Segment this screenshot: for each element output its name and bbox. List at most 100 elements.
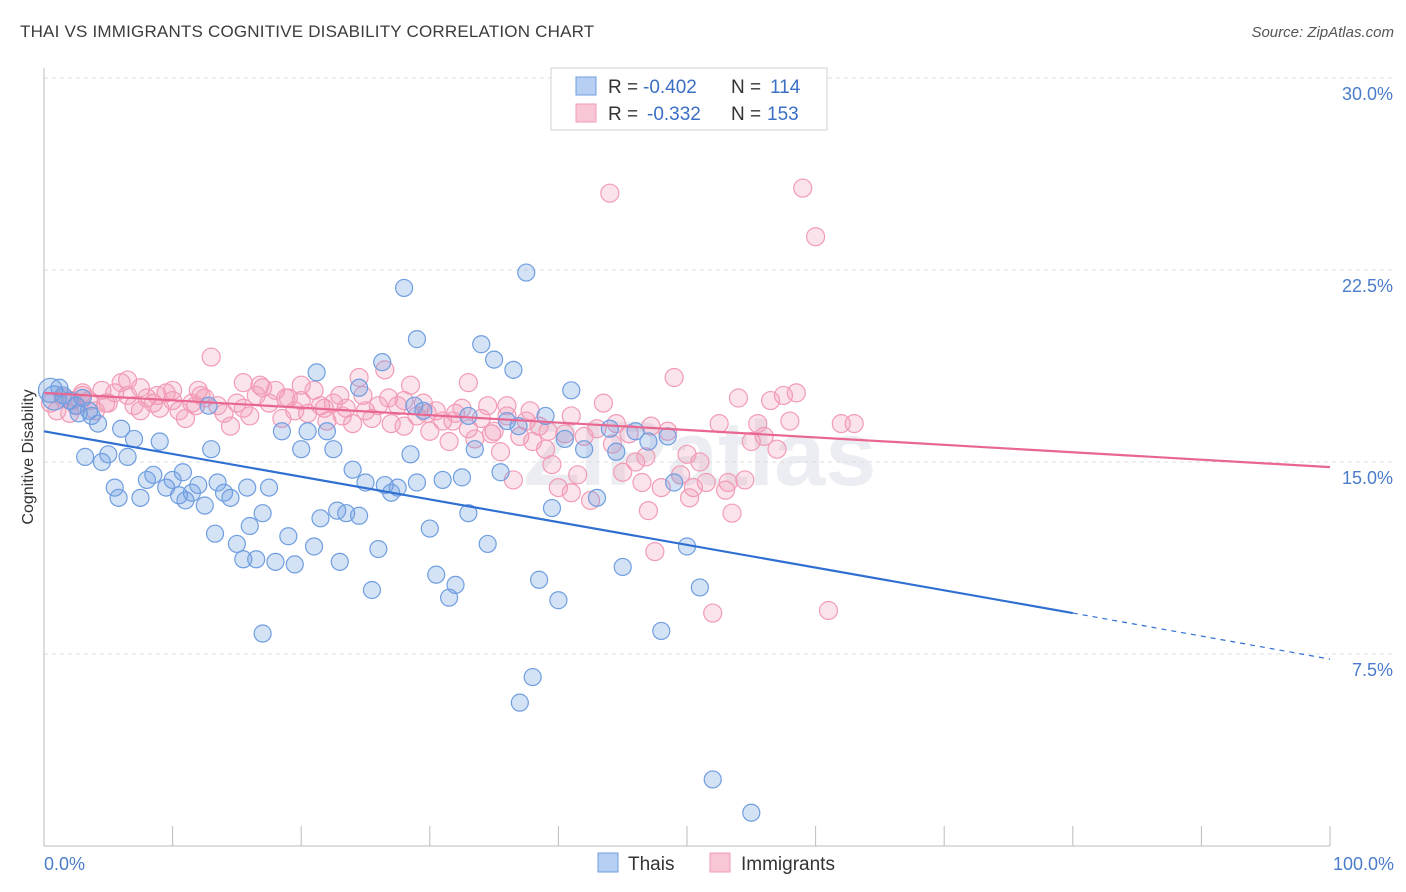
immigrants-point [735, 470, 755, 490]
legend-n-label-immigrants: N = [731, 104, 761, 125]
thais-point [144, 465, 163, 484]
x-tick-label-max: 100.0% [1333, 854, 1394, 874]
thais-point [253, 504, 272, 523]
thais-point [163, 470, 182, 490]
immigrants-point [690, 452, 710, 472]
immigrants-point [188, 380, 208, 400]
immigrants-point [439, 431, 459, 452]
thais-point [307, 363, 326, 382]
thais-point [304, 537, 324, 556]
immigrants-point [625, 452, 646, 472]
thais-point [510, 693, 529, 712]
legend-r-label-immigrants: R = [608, 104, 638, 125]
immigrants-point [580, 490, 601, 510]
immigrants-point [709, 414, 729, 434]
thais-point [118, 447, 137, 466]
thais-point [407, 473, 427, 492]
immigrants-point [703, 603, 723, 623]
thais-point [517, 263, 536, 282]
thais-point [523, 667, 542, 687]
thais-point [575, 440, 594, 459]
thais-point [88, 414, 108, 433]
immigrants-point [96, 393, 116, 413]
legend-r-value-thais: -0.402 [643, 77, 697, 98]
immigrants-point [632, 472, 652, 493]
legend-n-value-thais: 114 [770, 77, 801, 98]
legend-box: R = -0.402 N = 114 R = -0.332 N = 153 [550, 67, 828, 131]
immigrants-point [458, 419, 478, 439]
thais-point [401, 445, 420, 464]
immigrants-point [481, 424, 502, 444]
thais-trend-extension [1072, 612, 1331, 660]
thais-point [459, 406, 478, 426]
immigrants-point [291, 375, 311, 395]
thais-point [240, 516, 259, 536]
thais-point [343, 460, 362, 479]
legend-n-label-thais: N = [731, 77, 761, 98]
immigrants-point [664, 367, 684, 388]
thais-points [37, 263, 761, 822]
immigrants-point [555, 424, 575, 444]
thais-point [587, 488, 607, 507]
thais-point [253, 624, 272, 643]
immigrants-point [443, 411, 463, 431]
immigrants-point [379, 388, 399, 408]
thais-point [76, 447, 95, 466]
thais-point [99, 445, 118, 464]
thais-point [266, 552, 285, 571]
thais-point [420, 519, 439, 538]
thais-point [105, 478, 124, 497]
thais-trend-line [43, 430, 1073, 615]
thais-point [542, 498, 562, 518]
immigrants-point [343, 414, 363, 434]
thais-point [427, 565, 446, 584]
immigrants-point [600, 183, 620, 203]
trend-lines [43, 391, 1331, 660]
thais-point [639, 432, 658, 451]
immigrants-point [520, 401, 540, 421]
immigrants-point [641, 416, 661, 436]
immigrants-point [147, 385, 167, 406]
thais-point [362, 580, 382, 600]
immigrants-point [240, 406, 260, 426]
immigrants-point [818, 600, 839, 621]
immigrants-point [349, 367, 369, 388]
thais-point [607, 442, 626, 461]
thais-point [530, 570, 549, 589]
bottom-legend-swatch-thais [597, 852, 619, 873]
thais-point [109, 488, 128, 507]
bottom-legend: Thais Immigrants [597, 852, 835, 875]
thais-point [405, 396, 424, 415]
immigrants-point [497, 396, 517, 416]
thais-point [285, 555, 304, 574]
thais-point [328, 501, 347, 520]
immigrants-point [368, 396, 388, 416]
bottom-legend-label-immigrants: Immigrants [741, 854, 835, 875]
chart-title: THAI VS IMMIGRANTS COGNITIVE DISABILITY … [20, 22, 595, 41]
immigrants-point [568, 465, 588, 485]
immigrants-point [394, 390, 414, 411]
source-label: Source: ZipAtlas.com [1251, 24, 1394, 41]
thais-point [349, 378, 369, 397]
thais-point [189, 475, 208, 495]
immigrants-point [741, 431, 761, 452]
immigrants-point [638, 501, 659, 521]
immigrants-point [767, 439, 787, 459]
immigrants-point [250, 375, 270, 395]
thais-point [208, 473, 227, 492]
immigrants-point [619, 424, 639, 444]
y-tick-label-0: 7.5% [1352, 660, 1393, 680]
legend-r-value-immigrants: -0.332 [647, 104, 701, 125]
thais-point [555, 429, 574, 449]
immigrants-point [696, 472, 716, 493]
immigrants-point [683, 478, 704, 498]
thais-point [459, 504, 478, 523]
immigrants-point [458, 373, 478, 393]
legend-swatch-immigrants [575, 103, 597, 123]
legend-n-value-immigrants: 153 [767, 104, 799, 125]
immigrants-point [220, 416, 241, 436]
legend-swatch-thais [575, 76, 597, 96]
immigrants-point [793, 178, 813, 198]
thais-point [549, 591, 568, 610]
